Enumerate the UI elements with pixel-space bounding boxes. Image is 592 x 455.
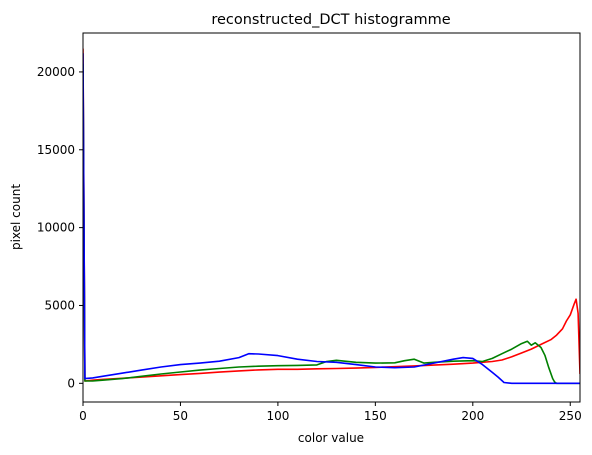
y-axis-label: pixel count <box>9 184 23 250</box>
x-axis-label: color value <box>298 431 364 445</box>
x-tick-label: 50 <box>173 409 188 423</box>
y-tick-label: 0 <box>67 376 75 390</box>
series-layer <box>83 48 580 385</box>
x-tick-label: 200 <box>461 409 484 423</box>
y-tick-label: 20000 <box>37 65 75 79</box>
plot-frame <box>82 32 581 403</box>
chart-title: reconstructed_DCT histogramme <box>211 12 450 28</box>
y-axis-ticks: 0 5000 10000 15000 20000 <box>37 65 83 390</box>
series-line-1 <box>83 64 580 385</box>
y-tick-label: 15000 <box>37 143 75 157</box>
x-tick-label: 250 <box>559 409 582 423</box>
x-tick-label: 100 <box>266 409 289 423</box>
y-tick-label: 5000 <box>44 298 75 312</box>
x-axis-ticks: 0 50 100 150 200 250 <box>79 402 582 423</box>
x-tick-label: 150 <box>364 409 387 423</box>
x-tick-label: 0 <box>79 409 87 423</box>
series-line-2 <box>83 53 580 385</box>
series-line-0 <box>83 48 580 382</box>
y-tick-label: 10000 <box>37 221 75 235</box>
